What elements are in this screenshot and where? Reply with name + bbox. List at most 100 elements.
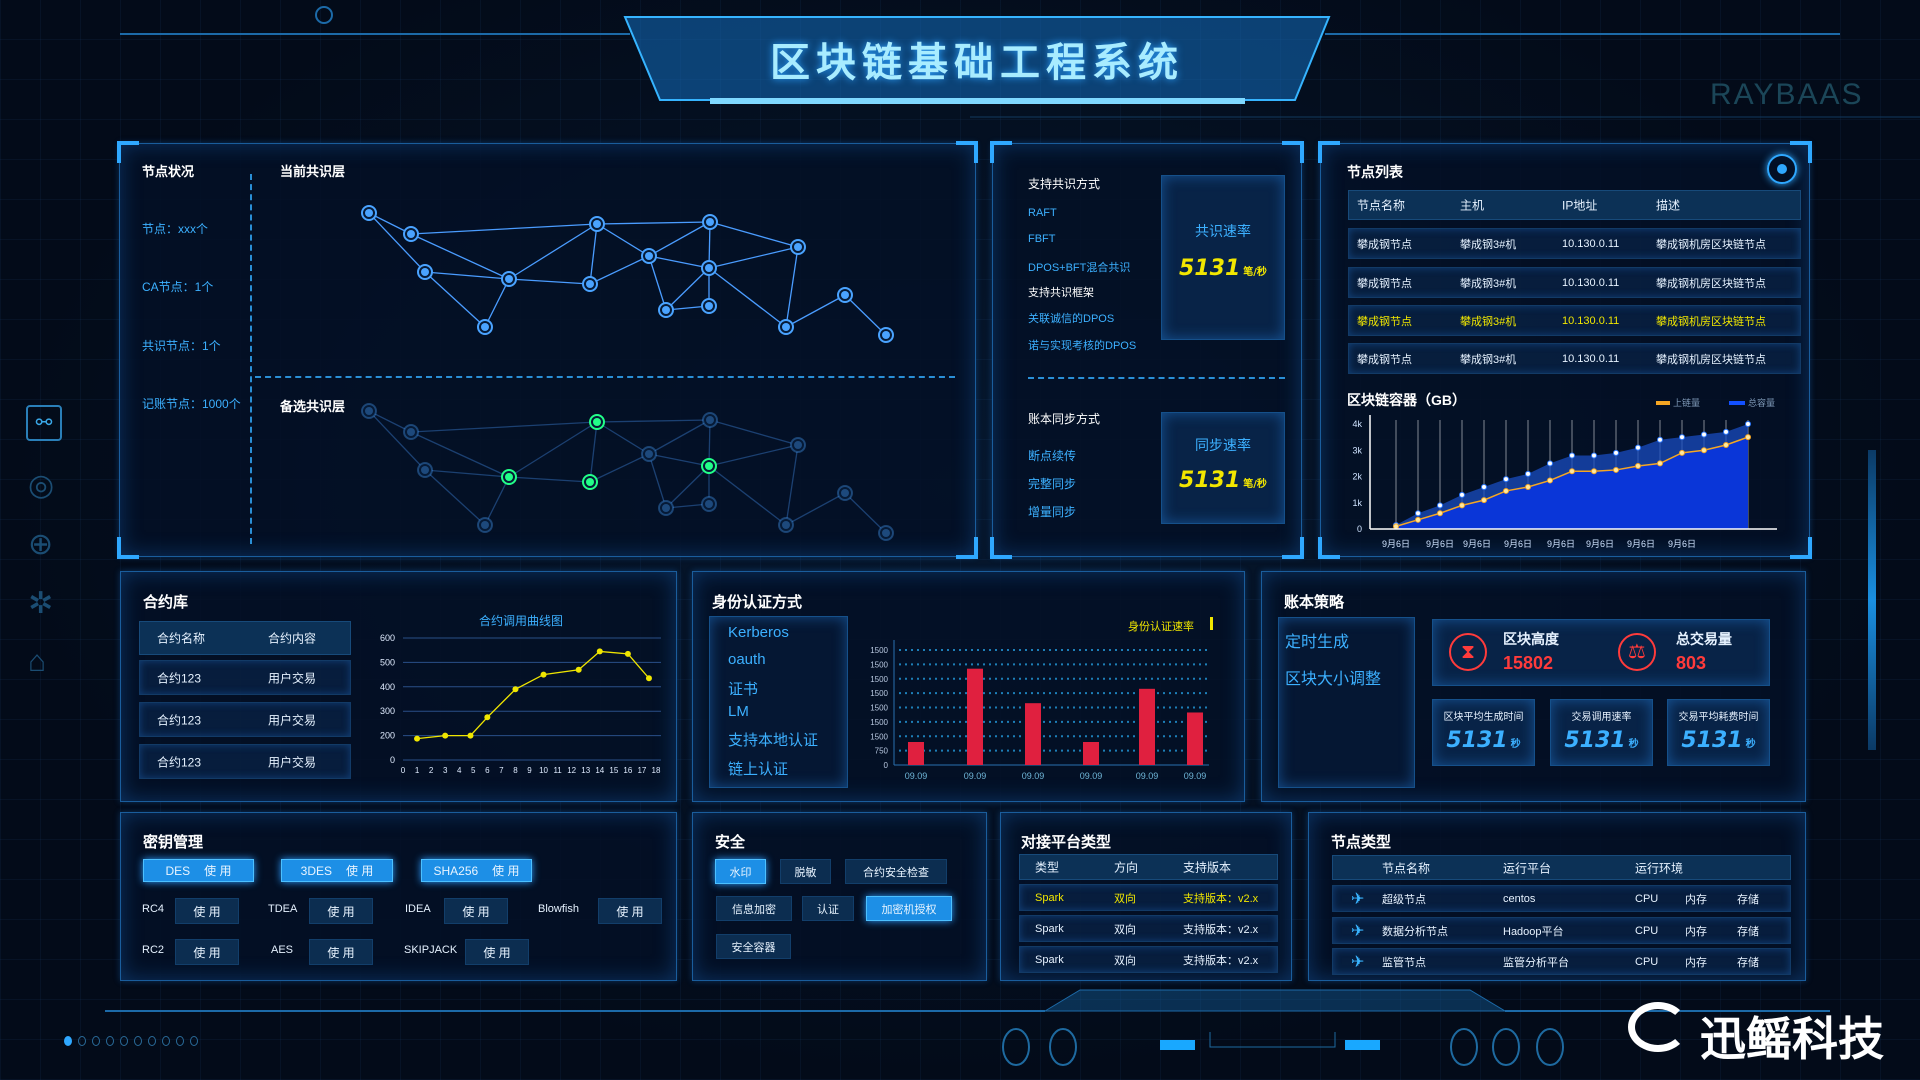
network-node-core xyxy=(882,331,890,339)
network-edge xyxy=(844,294,887,336)
cell: CPU xyxy=(1635,924,1659,937)
cell: 内存 xyxy=(1685,925,1707,938)
identity-method-item[interactable]: Kerberos xyxy=(728,624,789,641)
key-use-button-idea[interactable]: 使 用 xyxy=(444,898,508,924)
network-edge xyxy=(708,246,799,269)
node-list-row[interactable]: 攀成钢节点 攀成钢3#机 10.130.0.11 攀成钢机房区块链节点 xyxy=(1348,267,1801,298)
x-tick-label: 2 xyxy=(429,766,434,775)
network-node-core xyxy=(481,323,489,331)
x-tick-label: 6 xyxy=(485,766,490,775)
data-point xyxy=(467,732,474,739)
network-node-core xyxy=(421,268,429,276)
security-button[interactable]: 安全容器 xyxy=(716,934,791,959)
cell: Spark xyxy=(1035,953,1064,966)
node-list-row[interactable]: 攀成钢节点 攀成钢3#机 10.130.0.11 攀成钢机房区块链节点 xyxy=(1348,228,1801,259)
target-icon[interactable] xyxy=(1767,154,1797,184)
x-tick-label: 9月6日 xyxy=(1586,539,1614,549)
security-button[interactable]: 认证 xyxy=(802,896,854,921)
cell: 数据分析节点 xyxy=(1382,925,1448,938)
key-use-button-skipjack[interactable]: 使 用 xyxy=(465,939,529,965)
key-use-button-sha256[interactable]: SHA256 使 用 xyxy=(421,859,532,882)
divider xyxy=(250,174,252,544)
key-use-button-blowfish[interactable]: 使 用 xyxy=(598,898,662,924)
platform-row[interactable]: Spark 双向 支持版本：v2.x xyxy=(1019,946,1278,973)
x-tick-label: 3 xyxy=(443,766,448,775)
ledger-title: 账本策略 xyxy=(1284,594,1345,611)
sync-rate-card: 同步速率 5131 笔/秒 xyxy=(1161,412,1285,524)
column-header: IP地址 xyxy=(1562,198,1598,213)
share-nodes-icon[interactable]: ⚯ xyxy=(26,405,62,441)
contract-row[interactable]: 合约123 用户交易 xyxy=(139,660,351,695)
key-use-button-rc4[interactable]: 使 用 xyxy=(175,898,239,924)
brand-watermark: RAYBAAS xyxy=(1710,78,1864,111)
security-button[interactable]: 合约安全检查 xyxy=(845,859,947,884)
network-icon[interactable]: ⊕ xyxy=(28,528,54,561)
network-edge xyxy=(665,465,710,509)
point-total xyxy=(1569,452,1575,459)
settings-icon[interactable]: ✲ xyxy=(28,587,54,620)
contract-row[interactable]: 合约123 用户交易 xyxy=(139,702,351,737)
network-edge xyxy=(424,469,486,526)
security-button[interactable]: 脱敏 xyxy=(780,859,831,884)
x-tick-label: 9 xyxy=(527,766,532,775)
security-button[interactable]: 信息加密 xyxy=(716,896,792,921)
database-icon[interactable]: ⌂ xyxy=(28,645,47,678)
network-node-core xyxy=(782,521,790,529)
key-use-button-aes[interactable]: 使 用 xyxy=(309,939,373,965)
node-type-row[interactable]: ✈ 超级节点 centos CPU 内存 存储 xyxy=(1332,885,1791,912)
network-edge xyxy=(368,410,426,471)
cell: 攀成钢节点 xyxy=(1357,277,1412,290)
security-button[interactable]: 水印 xyxy=(715,859,766,884)
platform-row[interactable]: Spark 双向 支持版本：v2.x xyxy=(1019,884,1278,911)
point-total xyxy=(1613,449,1619,456)
y-tick-label: 1500 xyxy=(870,689,888,698)
identity-method-item[interactable]: 证书 xyxy=(728,681,759,698)
network-edge xyxy=(596,221,711,225)
cell: 攀成钢机房区块链节点 xyxy=(1656,277,1766,290)
cell: 攀成钢机房区块链节点 xyxy=(1656,315,1766,328)
key-use-button-tdea[interactable]: 使 用 xyxy=(309,898,373,924)
network-edge xyxy=(648,221,711,257)
node-list-row[interactable]: 攀成钢节点 攀成钢3#机 10.130.0.11 攀成钢机房区块链节点 xyxy=(1348,305,1801,336)
contract-row[interactable]: 合约123 用户交易 xyxy=(139,744,351,779)
network-node-core xyxy=(365,209,373,217)
strategy-item[interactable]: 区块大小调整 xyxy=(1285,671,1382,688)
point-total xyxy=(1459,491,1465,498)
page-dots[interactable] xyxy=(64,1036,198,1046)
key-use-button-3des[interactable]: 3DES 使 用 xyxy=(281,859,393,882)
strategy-item[interactable]: 定时生成 xyxy=(1285,634,1350,651)
ledger-panel: 账本策略 定时生成 区块大小调整 ⧗ 区块高度 15802 ⚖ 总交易量 803… xyxy=(1261,571,1806,802)
identity-method-item[interactable]: 链上认证 xyxy=(728,761,789,778)
node-type-row[interactable]: ✈ 数据分析节点 Hadoop平台 CPU 内存 存储 xyxy=(1332,917,1791,944)
y-tick-label: 500 xyxy=(380,657,395,667)
identity-method-item[interactable]: 支持本地认证 xyxy=(728,732,819,749)
node-list-row[interactable]: 攀成钢节点 攀成钢3#机 10.130.0.11 攀成钢机房区块链节点 xyxy=(1348,343,1801,374)
key-use-button-des[interactable]: DES 使 用 xyxy=(143,859,254,882)
network-node-core xyxy=(421,466,429,474)
network-edge xyxy=(368,212,426,273)
node-type-row[interactable]: ✈ 监管节点 监管分析平台 CPU 内存 存储 xyxy=(1332,948,1791,975)
identity-method-item[interactable]: LM xyxy=(728,703,749,720)
contracts-title: 合约库 xyxy=(143,594,189,611)
current-layer-title: 当前共识层 xyxy=(280,164,346,179)
network-node-core xyxy=(705,462,713,470)
security-panel: 安全 水印 脱敏 合约安全检查 信息加密 认证 加密机授权 安全容器 xyxy=(692,812,987,981)
identity-method-item[interactable]: oauth xyxy=(728,651,766,668)
network-node xyxy=(778,517,794,533)
point-total xyxy=(1547,460,1553,467)
page-title: 区块链基础工程系统 xyxy=(770,41,1184,85)
network-edge xyxy=(596,421,650,455)
cell: 超级节点 xyxy=(1382,893,1426,906)
network-node-core xyxy=(505,275,513,283)
x-tick-label: 16 xyxy=(623,766,632,775)
network-node xyxy=(702,412,718,428)
globe-icon[interactable]: ◎ xyxy=(28,469,55,502)
metric-value: 5131 秒 xyxy=(1446,728,1521,753)
security-button[interactable]: 加密机授权 xyxy=(866,896,952,921)
x-tick-label: 9月6日 xyxy=(1627,539,1655,549)
network-edge xyxy=(368,410,412,433)
contract-content: 用户交易 xyxy=(268,671,317,685)
platform-row[interactable]: Spark 双向 支持版本：v2.x xyxy=(1019,915,1278,942)
key-use-button-rc2[interactable]: 使 用 xyxy=(175,939,239,965)
network-node-core xyxy=(662,504,670,512)
